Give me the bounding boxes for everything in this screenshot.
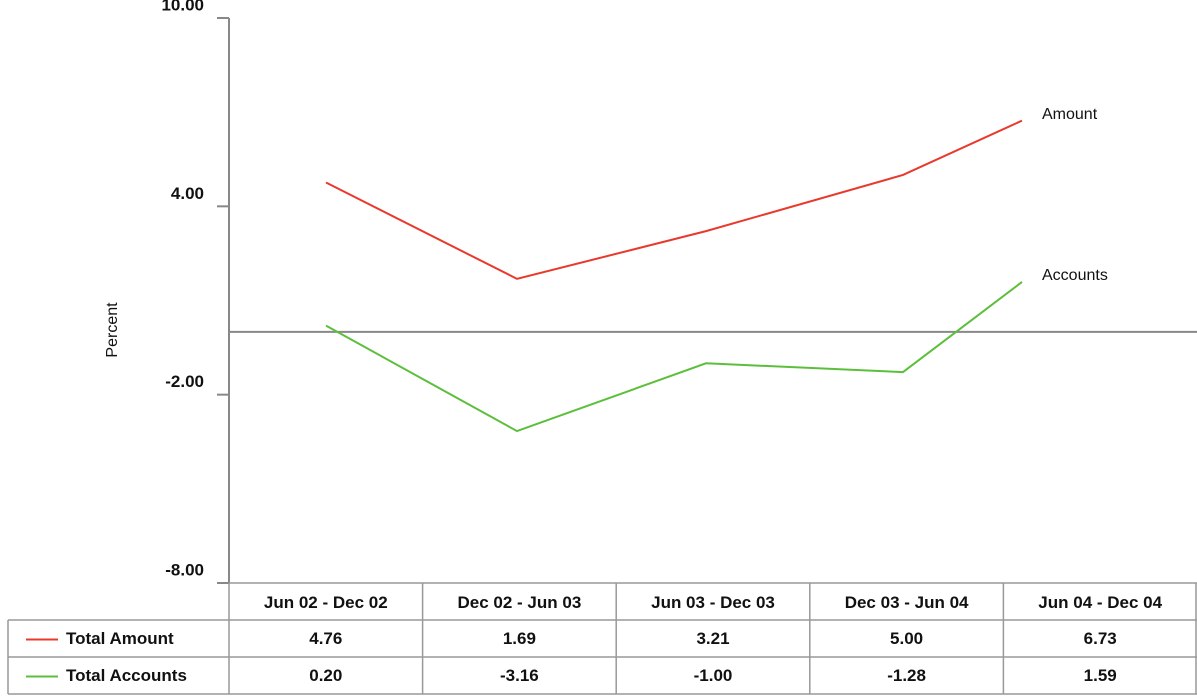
line (325, 119, 1023, 280)
x-tick-label: Jun 04 - Dec 04 (1038, 593, 1162, 612)
value-label: 1.59 (1084, 666, 1117, 685)
value-label: -3.16 (500, 666, 539, 685)
value-label: 6.73 (1084, 629, 1117, 648)
x-tick-label: Dec 02 - Jun 03 (458, 593, 582, 612)
x-tick-label: Jun 03 - Dec 03 (651, 593, 775, 612)
y-tick-label: 4.00 (171, 184, 204, 203)
value-label: 4.76 (309, 629, 342, 648)
value-label: 0.20 (309, 666, 342, 685)
legend-label: Total Accounts (66, 666, 187, 685)
value-label: -1.28 (887, 666, 926, 685)
value-label: 5.00 (890, 629, 923, 648)
y-tick-label: -8.00 (165, 560, 204, 579)
value-label: 3.21 (696, 629, 729, 648)
value-label: 1.69 (503, 629, 536, 648)
series-label: Amount (1042, 106, 1098, 123)
series-label: Accounts (1042, 267, 1108, 284)
value-label: -1.00 (694, 666, 733, 685)
y-tick-label: -2.00 (165, 372, 204, 391)
x-tick-label: Dec 03 - Jun 04 (845, 593, 969, 612)
y-tick-label: 10.00 (161, 0, 204, 14)
y-axis-label: Percent (104, 302, 121, 358)
line (325, 281, 1023, 433)
legend-label: Total Amount (66, 629, 174, 648)
x-tick-label: Jun 02 - Dec 02 (264, 593, 388, 612)
